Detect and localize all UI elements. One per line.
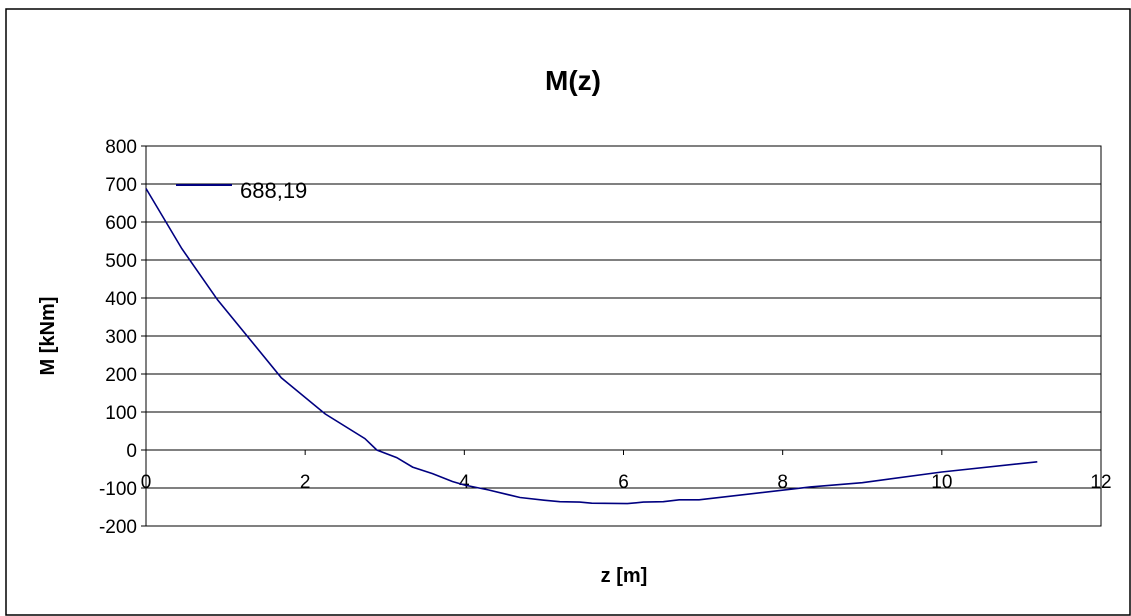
y-tick-label: 100 <box>105 403 137 424</box>
y-tick-label: 300 <box>105 327 137 348</box>
x-axis-label: z [m] <box>601 565 648 587</box>
x-tick-label: 2 <box>300 472 311 493</box>
y-tick-label: 700 <box>105 175 137 196</box>
series-lines <box>145 188 1038 505</box>
y-tick-label: 400 <box>105 289 137 310</box>
x-tick-label: 10 <box>931 472 952 493</box>
y-tick-label: -100 <box>99 479 137 500</box>
x-tick-label: 8 <box>777 472 788 493</box>
legend-label: 688,19 <box>240 178 307 203</box>
y-tick-label: 800 <box>105 137 137 158</box>
y-tick-label: -200 <box>99 517 137 538</box>
y-axis-tick-labels: 800 700 600 500 400 300 200 100 0 -100 -200 <box>99 137 137 538</box>
legend: 688,19 <box>176 178 307 203</box>
chart-title: M(z) <box>545 65 601 96</box>
x-tick-label: 6 <box>618 472 629 493</box>
series-line-0 <box>145 188 1038 505</box>
x-tick-label: 12 <box>1090 472 1111 493</box>
y-axis-label: M [kNm] <box>37 297 59 376</box>
x-axis-tick-labels: 0 2 4 6 8 10 12 <box>141 472 1112 493</box>
x-tick-label: 4 <box>459 472 470 493</box>
y-tick-label: 500 <box>105 251 137 272</box>
y-tick-label: 600 <box>105 213 137 234</box>
gridlines <box>141 145 1102 527</box>
x-tick-label: 0 <box>141 472 152 493</box>
y-tick-label: 0 <box>126 441 137 462</box>
y-tick-label: 200 <box>105 365 137 386</box>
